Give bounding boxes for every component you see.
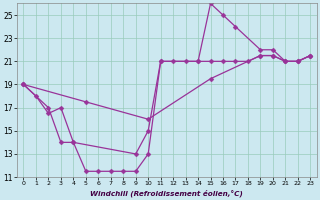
X-axis label: Windchill (Refroidissement éolien,°C): Windchill (Refroidissement éolien,°C): [91, 189, 243, 197]
